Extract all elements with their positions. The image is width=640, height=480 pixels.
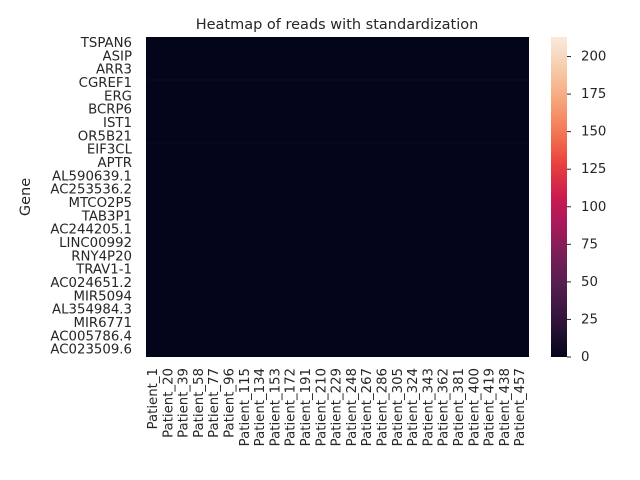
heatmap-area	[146, 37, 529, 357]
colorbar	[551, 37, 567, 357]
y-tick-label: AC023509.6	[50, 343, 132, 358]
x-tick-label: Patient_172	[284, 368, 299, 446]
y-tick-label: BCRP6	[88, 103, 132, 118]
y-tick-label: IST1	[103, 116, 132, 131]
colorbar-tick-label: 75	[581, 237, 598, 252]
colorbar-tick-label: 100	[581, 200, 606, 215]
x-tick-label: Patient_39	[177, 368, 192, 438]
colorbar-tick-label: 0	[581, 350, 589, 365]
y-tick-label: AC244205.1	[50, 223, 132, 238]
y-tick-label: AL590639.1	[52, 169, 132, 184]
y-tick-label: MIR5094	[74, 289, 132, 304]
colorbar-ticks: 0 25 50 75 100 125 150 175 200	[567, 50, 606, 365]
y-tick-label: ASIP	[103, 49, 132, 64]
x-tick-label: Patient_286	[376, 368, 391, 446]
x-tick-label: Patient_305	[391, 368, 406, 446]
x-tick-label: Patient_1	[146, 368, 161, 429]
chart-title: Heatmap of reads with standardization	[196, 17, 479, 33]
y-tick-label: APTR	[98, 156, 132, 171]
x-tick-label: Patient_419	[483, 368, 498, 446]
colorbar-tick-label: 25	[581, 312, 598, 327]
y-tick-label: OR5B21	[78, 129, 132, 144]
colorbar-tick-label: 175	[581, 87, 606, 102]
x-tick-label: Patient_58	[192, 368, 207, 438]
y-tick-label: TSPAN6	[80, 36, 132, 51]
y-tick-label: ARR3	[96, 63, 132, 78]
x-tick-label: Patient_400	[467, 368, 482, 446]
x-tick-label: Patient_191	[299, 368, 314, 446]
x-tick-label: Patient_210	[314, 368, 329, 446]
y-tick-label: TRAV1-1	[75, 263, 132, 278]
y-tick-label: AC253536.2	[50, 183, 132, 198]
x-tick-label: Patient_324	[406, 368, 421, 446]
x-tick-label: Patient_115	[238, 368, 253, 446]
y-tick-label: TAB3P1	[81, 209, 132, 224]
y-tick-label: AC005786.4	[50, 329, 132, 344]
x-tick-label: Patient_248	[345, 368, 360, 446]
y-axis-label: Gene	[18, 178, 34, 216]
x-tick-label: Patient_267	[360, 368, 375, 446]
y-tick-labels: TSPAN6ASIPARR3CGREF1ERGBCRP6IST1OR5B21EI…	[50, 36, 132, 358]
x-tick-label: Patient_20	[161, 368, 176, 438]
colorbar-tick-label: 50	[581, 275, 598, 290]
y-tick-label: ERG	[104, 89, 132, 104]
colorbar-tick-label: 150	[581, 125, 606, 140]
y-tick-label: RNY4P20	[71, 249, 132, 264]
y-tick-label: AC024651.2	[50, 276, 132, 291]
x-tick-label: Patient_343	[421, 368, 436, 446]
x-tick-label: Patient_381	[452, 368, 467, 446]
y-tick-label: EIF3CL	[87, 143, 133, 158]
y-tick-label: CGREF1	[79, 76, 132, 91]
x-tick-label: Patient_457	[513, 368, 528, 446]
x-tick-labels: Patient_1 Patient_20 Patient_39 Patient_58 P…	[146, 368, 528, 446]
y-tick-label: LINC00992	[59, 236, 132, 251]
x-tick-label: Patient_362	[437, 368, 452, 446]
colorbar-tick-label: 200	[581, 50, 606, 65]
y-tick-label: AL354984.3	[52, 303, 132, 318]
y-tick-label: MTCO2P5	[68, 196, 132, 211]
x-tick-label: Patient_438	[498, 368, 513, 446]
y-tick-label: MIR6771	[74, 316, 132, 331]
x-tick-label: Patient_153	[268, 368, 283, 446]
x-tick-label: Patient_96	[223, 368, 238, 438]
x-tick-label: Patient_229	[330, 368, 345, 446]
colorbar-tick-label: 125	[581, 162, 606, 177]
x-tick-label: Patient_77	[207, 368, 222, 438]
x-tick-label: Patient_134	[253, 368, 268, 446]
